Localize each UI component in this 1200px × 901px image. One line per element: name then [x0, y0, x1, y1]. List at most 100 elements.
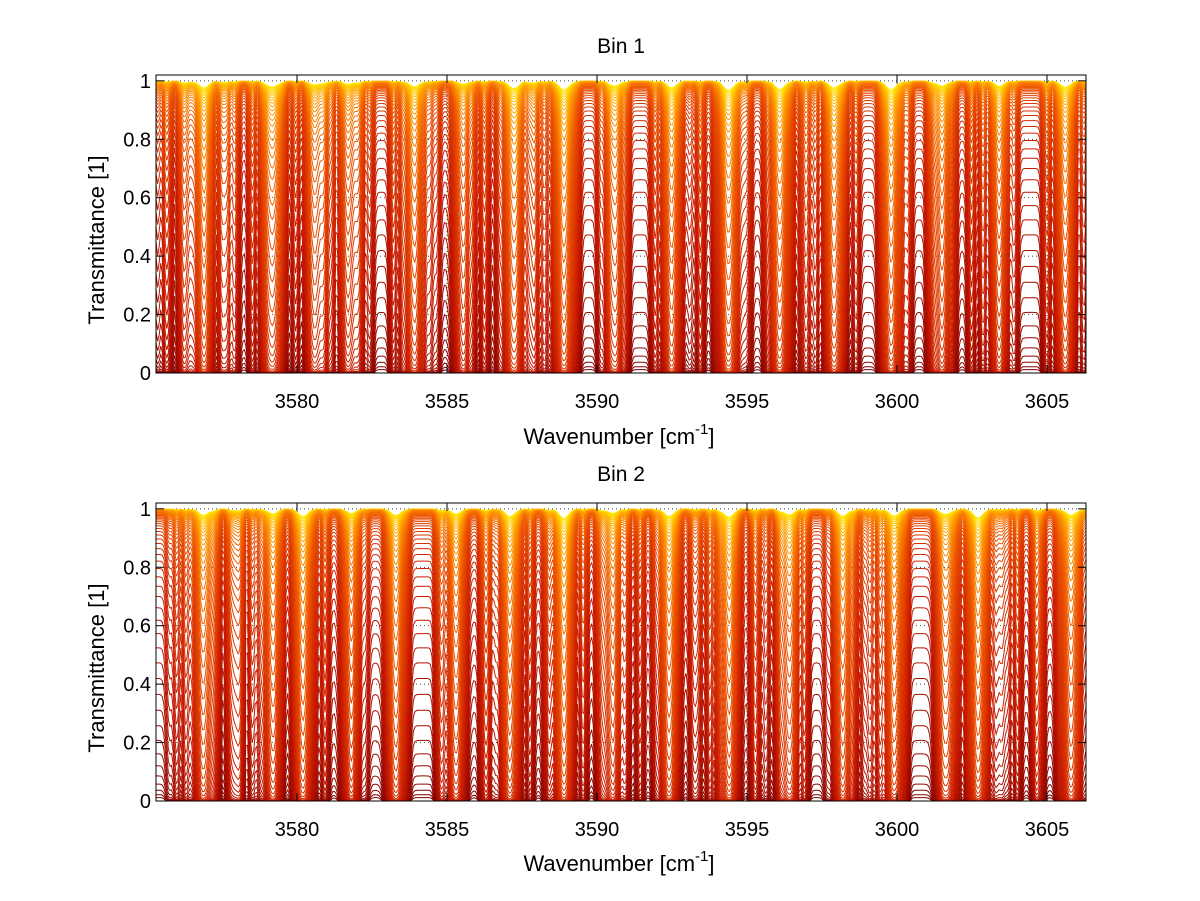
y-tick-label: 0.2 [123, 305, 151, 327]
series-line [156, 88, 1086, 296]
series-line [156, 81, 1086, 116]
y-tick-label: 0 [140, 363, 151, 385]
series-line [156, 516, 1086, 728]
y-axis-label: Transmittance [1] [84, 583, 109, 752]
x-axis-label: Wavenumber [cm-1] [523, 848, 714, 876]
series-line [156, 81, 1086, 126]
series-line [156, 84, 1086, 234]
x-tick-label: 3605 [1025, 819, 1070, 841]
subplot-bin-1: Bin 1 0 0.2 0.4 0.6 0.8 1 3580 3585 3590 3595 360… [84, 35, 1087, 449]
x-axis-label-suffix: ] [708, 424, 714, 449]
y-tick-label: 1 [140, 71, 151, 93]
series-line [156, 513, 1086, 681]
x-tick-label: 3590 [575, 819, 620, 841]
series-line [156, 530, 1086, 796]
series-line [156, 81, 1086, 149]
series-line [156, 81, 1086, 121]
series-line [156, 120, 1086, 373]
y-tick-label: 0.2 [123, 733, 151, 755]
series-line [156, 110, 1086, 372]
series-line [156, 797, 1086, 801]
series-lines [156, 80, 1086, 373]
x-tick-label: 3595 [725, 819, 770, 841]
x-axis: 3580 3585 3590 3595 3600 3605 [275, 503, 1070, 841]
series-line [156, 85, 1086, 249]
x-tick-label: 3590 [575, 391, 620, 413]
chart-title: Bin 2 [597, 463, 645, 486]
series-line [156, 512, 1086, 665]
series-line [156, 519, 1086, 756]
x-tick-label: 3600 [875, 819, 920, 841]
series-line [156, 765, 1086, 801]
x-tick-label: 3580 [275, 819, 320, 841]
series-line [156, 528, 1086, 792]
x-axis-label-main: Wavenumber [cm [523, 424, 695, 449]
x-axis-label-superscript: -1 [695, 848, 708, 865]
series-line [156, 157, 1086, 373]
plot-area-frame [155, 502, 1087, 802]
y-tick-label: 0.8 [123, 129, 151, 151]
series-line [156, 87, 1086, 281]
series-line [156, 511, 1086, 622]
series-line [156, 693, 1086, 801]
x-tick-label: 3585 [425, 391, 470, 413]
series-line [156, 97, 1086, 356]
y-tick-label: 0.6 [123, 188, 151, 210]
x-tick-label: 3595 [725, 391, 770, 413]
series-line [156, 82, 1086, 168]
series-line [156, 83, 1086, 191]
series-line [156, 515, 1086, 713]
series-line [156, 115, 1086, 373]
x-tick-label: 3600 [875, 391, 920, 413]
series-line [156, 132, 1086, 373]
series-line [156, 81, 1086, 133]
series-line [156, 789, 1086, 801]
series-lines [156, 508, 1086, 801]
series-line [156, 100, 1086, 362]
series-line [156, 521, 1086, 768]
series-line [156, 86, 1086, 265]
series-line [156, 794, 1086, 801]
y-axis-label: Transmittance [1] [84, 155, 109, 324]
y-tick-label: 0.4 [123, 674, 151, 696]
series-line [156, 83, 1086, 205]
series-line [156, 81, 1086, 140]
x-axis-label-superscript: -1 [695, 421, 708, 438]
x-axis: 3580 3585 3590 3595 3600 3605 [275, 75, 1070, 413]
series-line [156, 91, 1086, 325]
series-line [156, 525, 1086, 786]
plot-area-frame [155, 74, 1087, 374]
y-tick-label: 0.4 [123, 246, 151, 268]
series-line [156, 517, 1086, 743]
series-line [156, 511, 1086, 636]
subplot-bin-2: Bin 2 0 0.2 0.4 0.6 0.8 1 3580 3585 3590 3595 360… [84, 463, 1087, 876]
series-line [156, 106, 1086, 370]
y-axis: 0 0.2 0.4 0.6 0.8 1 [123, 499, 1086, 813]
series-line [156, 148, 1086, 373]
series-line [156, 783, 1086, 801]
series-line [156, 80, 1086, 111]
series-line [156, 95, 1086, 348]
chart-title: Bin 1 [597, 35, 645, 58]
series-line [156, 514, 1086, 697]
y-tick-label: 0.8 [123, 557, 151, 579]
x-tick-label: 3585 [425, 819, 470, 841]
series-line [156, 82, 1086, 179]
x-tick-label: 3605 [1025, 391, 1070, 413]
x-tick-label: 3580 [275, 391, 320, 413]
series-line [156, 93, 1086, 337]
y-tick-label: 0 [140, 791, 151, 813]
y-tick-label: 1 [140, 499, 151, 521]
series-line [156, 534, 1086, 799]
series-line [156, 125, 1086, 373]
series-line [156, 139, 1086, 373]
series-line [156, 102, 1086, 367]
series-line [156, 89, 1086, 311]
y-axis: 0 0.2 0.4 0.6 0.8 1 [123, 71, 1086, 385]
series-line [156, 84, 1086, 219]
series-line [156, 523, 1086, 778]
series-line [156, 753, 1086, 801]
series-line [156, 775, 1086, 801]
series-line [156, 538, 1086, 800]
